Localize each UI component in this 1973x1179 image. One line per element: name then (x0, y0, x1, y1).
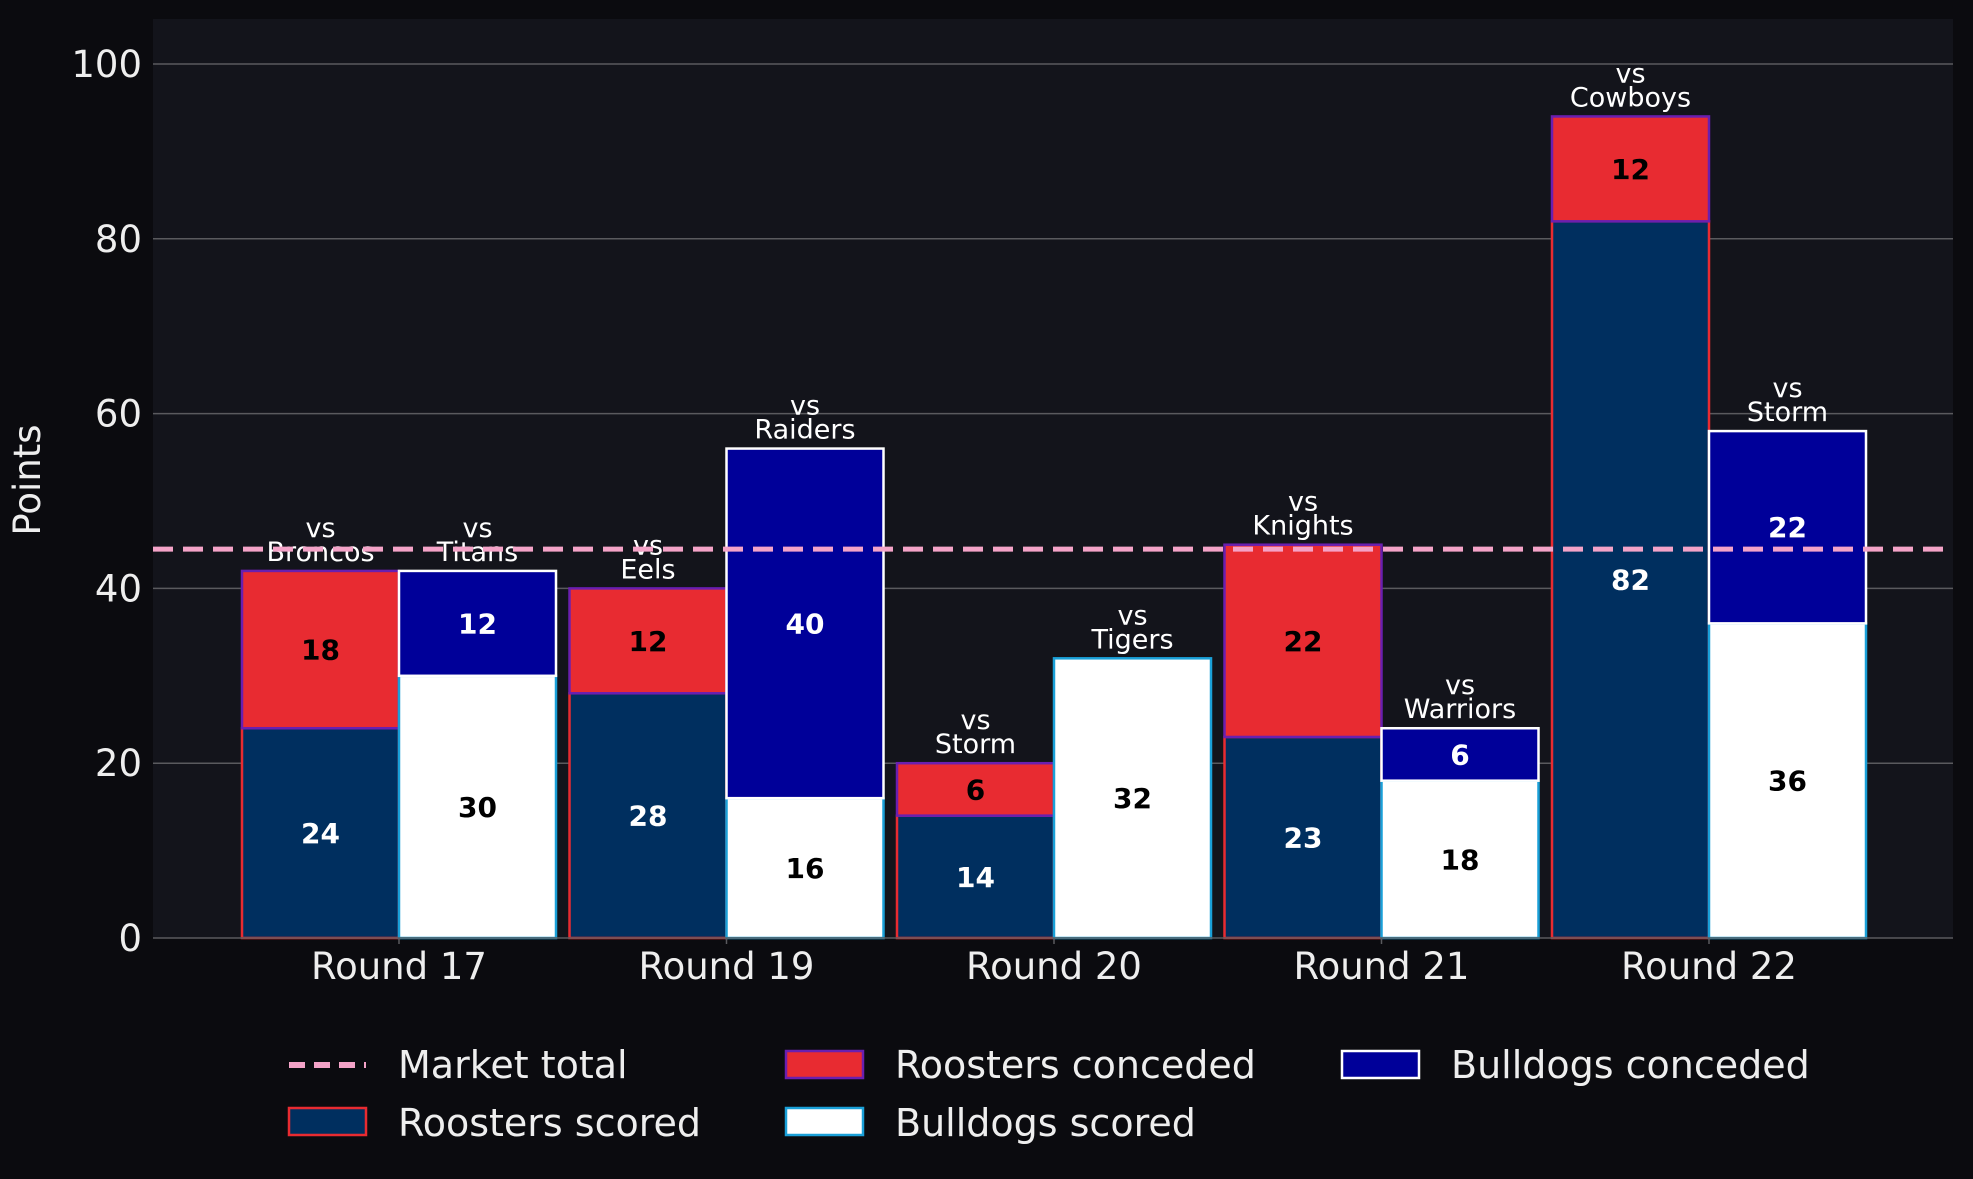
bulldogs-scored-label: 16 (786, 852, 825, 885)
legend-roosters-scored-swatch (287, 1106, 368, 1137)
y-tick-label: 0 (118, 917, 142, 960)
y-tick-label: 80 (95, 218, 142, 261)
bulldogs-conceded-label: 40 (786, 607, 825, 640)
x-tick-label: Round 22 (1621, 945, 1797, 988)
bulldogs-scored-label: 36 (1768, 765, 1807, 798)
roosters-conceded-bar (240, 569, 401, 730)
bulldogs-vs: vs (462, 513, 492, 544)
bulldogs-scored-bar (1380, 779, 1540, 940)
legend: Market total Roosters scored Roosters conc… (287, 1043, 1810, 1145)
bulldogs-scored-label: 30 (458, 791, 497, 824)
bulldogs-conceded-label: 6 (1450, 738, 1469, 771)
roosters-conceded-label: 12 (629, 625, 668, 658)
bulldogs-vs: vs (790, 391, 820, 422)
roosters-scored-label: 82 (1611, 564, 1650, 597)
y-axis-ticks: 0 20 40 60 80 100 (71, 43, 142, 960)
legend-bulldogs-conceded-label: Bulldogs conceded (1451, 1043, 1810, 1087)
bulldogs-conceded-bar (725, 447, 885, 800)
bulldogs-conceded-label: 22 (1768, 511, 1807, 544)
y-tick-label: 20 (95, 742, 142, 785)
roosters-vs: vs (633, 530, 663, 561)
bulldogs-opponent: Storm (1747, 397, 1828, 428)
roosters-scored-label: 24 (301, 817, 340, 850)
bulldogs-scored-bar (1707, 622, 1868, 940)
legend-bulldogs-scored-label: Bulldogs scored (895, 1101, 1196, 1145)
bulldogs-opponent: Raiders (754, 415, 855, 446)
bulldogs-conceded-label: 12 (458, 607, 497, 640)
roosters-conceded-bar (568, 587, 728, 695)
roosters-vs: vs (305, 513, 335, 544)
roosters-scored-bar (568, 692, 728, 940)
roosters-scored-bar (1550, 220, 1711, 940)
x-tick-label: Round 17 (311, 945, 487, 988)
roosters-scored-label: 14 (956, 861, 995, 894)
bulldogs-conceded-bar (1707, 429, 1868, 625)
bulldogs-opponent: Warriors (1404, 694, 1516, 725)
roosters-vs: vs (960, 705, 990, 736)
bulldogs-vs: vs (1445, 670, 1475, 701)
roosters-opponent: Cowboys (1570, 82, 1691, 113)
bulldogs-scored-label: 32 (1113, 782, 1152, 815)
bulldogs-conceded-bar (397, 569, 558, 678)
roosters-vs: vs (1288, 487, 1318, 518)
roosters-conceded-label: 18 (301, 634, 340, 667)
roosters-scored-bar (240, 726, 401, 940)
x-tick-label: Round 20 (966, 945, 1142, 988)
bulldogs-scored-bar (397, 674, 558, 940)
y-tick-label: 40 (95, 567, 142, 610)
legend-roosters-conceded-swatch (784, 1049, 865, 1080)
x-tick-label: Round 21 (1294, 945, 1470, 988)
roosters-opponent: Broncos (266, 537, 374, 568)
bulldogs-scored-bar (725, 796, 885, 940)
bulldogs-opponent: Titans (436, 537, 518, 568)
bulldogs-scored-bar (1052, 657, 1213, 940)
roosters-scored-label: 28 (629, 800, 668, 833)
roosters-scored-label: 23 (1284, 821, 1323, 854)
bars (240, 115, 1868, 940)
roosters-opponent: Knights (1252, 511, 1353, 542)
roosters-scored-bar (895, 814, 1056, 940)
bulldogs-scored-label: 18 (1441, 843, 1480, 876)
roosters-opponent: Storm (935, 729, 1016, 760)
bulldogs-vs: vs (1772, 373, 1802, 404)
roosters-opponent: Eels (620, 554, 675, 585)
legend-bulldogs-conceded-swatch (1340, 1049, 1421, 1080)
x-axis-ticks: Round 17 Round 19 Round 20 Round 21 Round 22 (311, 938, 1797, 988)
roosters-scored-bar (1223, 735, 1383, 940)
bulldogs-vs: vs (1117, 600, 1147, 631)
bulldogs-conceded-bar (1380, 726, 1540, 782)
roosters-conceded-label: 12 (1611, 153, 1650, 186)
bar-value-labels: 24 18 30 12 28 12 16 40 14 6 32 23 22 18 6 82 12 36 22 (301, 153, 1807, 894)
legend-market-total-label: Market total (398, 1043, 628, 1087)
legend-roosters-scored-label: Roosters scored (398, 1101, 701, 1145)
roosters-conceded-bar (1550, 115, 1711, 223)
roosters-conceded-label: 22 (1284, 625, 1323, 658)
y-axis-label: Points (6, 424, 49, 535)
roosters-conceded-label: 6 (966, 773, 985, 806)
y-tick-label: 60 (95, 393, 142, 436)
x-tick-label: Round 19 (639, 945, 815, 988)
legend-roosters-conceded-label: Roosters conceded (895, 1043, 1256, 1087)
bulldogs-opponent: Tigers (1090, 624, 1173, 655)
roosters-conceded-bar (1223, 543, 1383, 739)
roosters-vs: vs (1615, 58, 1645, 89)
y-tick-label: 100 (71, 43, 142, 86)
legend-bulldogs-scored-swatch (784, 1106, 865, 1137)
